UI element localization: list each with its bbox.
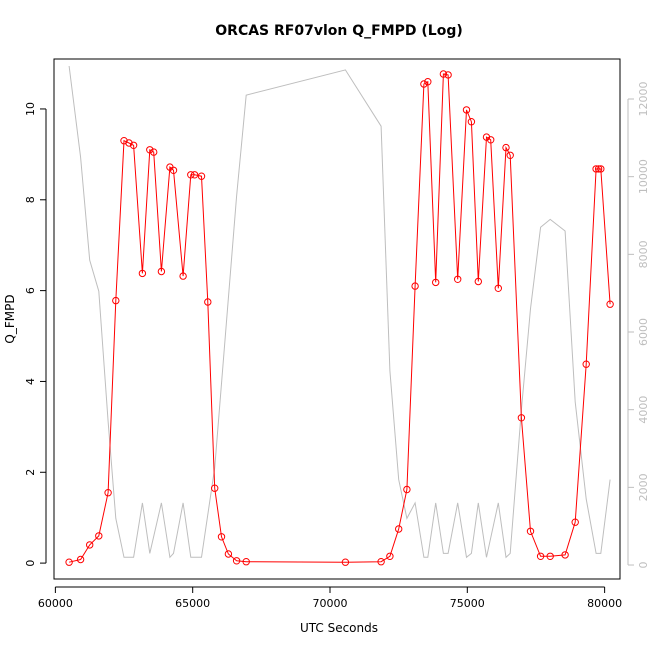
data-point — [403, 485, 411, 494]
y2-tick-label: 4000 — [637, 396, 650, 424]
data-point — [125, 139, 133, 147]
secondary-series-line — [68, 65, 611, 559]
data-point — [462, 106, 471, 114]
chart-title: ORCAS RF07vlon Q_FMPD (Log) — [215, 23, 462, 39]
data-point — [561, 551, 569, 559]
data-point — [197, 172, 206, 180]
y-axis: 0 2 4 6 8 10 — [24, 102, 47, 567]
data-point — [232, 557, 241, 565]
y-tick-label: 8 — [24, 196, 37, 203]
data-point — [467, 118, 476, 126]
data-point — [506, 151, 514, 160]
data-point — [341, 558, 350, 566]
y-tick-label: 4 — [24, 378, 37, 385]
data-point — [242, 558, 250, 566]
x-tick-label: 75000 — [450, 597, 485, 610]
y-tick-label: 6 — [24, 287, 37, 294]
data-point — [420, 80, 428, 88]
y-tick-label: 10 — [24, 102, 37, 116]
data-point — [582, 360, 590, 368]
data-point — [386, 552, 394, 560]
data-point — [112, 296, 120, 305]
data-point — [211, 484, 219, 492]
y2-tick-label: 8000 — [637, 240, 650, 268]
data-point — [204, 298, 212, 306]
data-point — [190, 171, 199, 179]
data-point — [494, 284, 502, 292]
x-axis-label: UTC Seconds — [300, 621, 378, 635]
data-point — [224, 550, 233, 558]
data-point — [432, 278, 440, 287]
data-point — [138, 269, 147, 278]
y-axis-label: Q_FMPD — [3, 294, 17, 343]
data-point — [217, 533, 226, 541]
data-point — [592, 165, 600, 173]
data-point — [187, 171, 195, 179]
data-point — [597, 165, 605, 173]
x-tick-label: 65000 — [175, 597, 210, 610]
data-point — [594, 165, 603, 173]
data-point — [146, 146, 154, 154]
data-point — [65, 558, 73, 566]
data-point — [169, 166, 178, 175]
data-point — [487, 136, 495, 144]
data-point — [76, 555, 85, 564]
data-point — [454, 275, 462, 283]
series-layer — [65, 65, 614, 566]
plot-frame — [53, 58, 621, 580]
y-tick-label: 2 — [24, 469, 37, 476]
data-point — [86, 541, 94, 549]
x-axis: 60000 65000 70000 75000 80000 — [38, 586, 622, 610]
data-point — [517, 414, 526, 422]
data-point — [179, 272, 187, 280]
y-tick-label: 0 — [24, 560, 37, 567]
data-point — [606, 300, 614, 308]
data-point — [502, 143, 510, 152]
data-point — [546, 552, 554, 560]
data-point — [474, 277, 482, 286]
data-point — [150, 148, 158, 156]
data-point — [536, 552, 545, 560]
y2-tick-label: 10000 — [637, 159, 650, 194]
data-point — [424, 78, 432, 86]
y2-axis: 0 2000 4000 6000 8000 10000 12000 — [627, 82, 650, 569]
y2-tick-label: 0 — [637, 562, 650, 569]
data-point — [439, 70, 448, 78]
data-point — [104, 489, 112, 497]
q-fmpd-series-line — [68, 73, 611, 563]
data-point — [157, 267, 166, 276]
data-point — [411, 282, 419, 290]
data-point — [571, 518, 579, 526]
x-tick-label: 80000 — [587, 597, 622, 610]
y2-tick-label: 12000 — [637, 82, 650, 117]
data-point — [395, 525, 403, 533]
data-point — [129, 141, 138, 150]
x-tick-label: 60000 — [38, 597, 73, 610]
data-point — [377, 558, 385, 566]
data-point — [95, 532, 103, 540]
y2-tick-label: 2000 — [637, 473, 650, 501]
data-point — [444, 71, 452, 79]
y2-tick-label: 6000 — [637, 318, 650, 346]
x-tick-label: 70000 — [312, 597, 347, 610]
data-point — [526, 527, 535, 535]
